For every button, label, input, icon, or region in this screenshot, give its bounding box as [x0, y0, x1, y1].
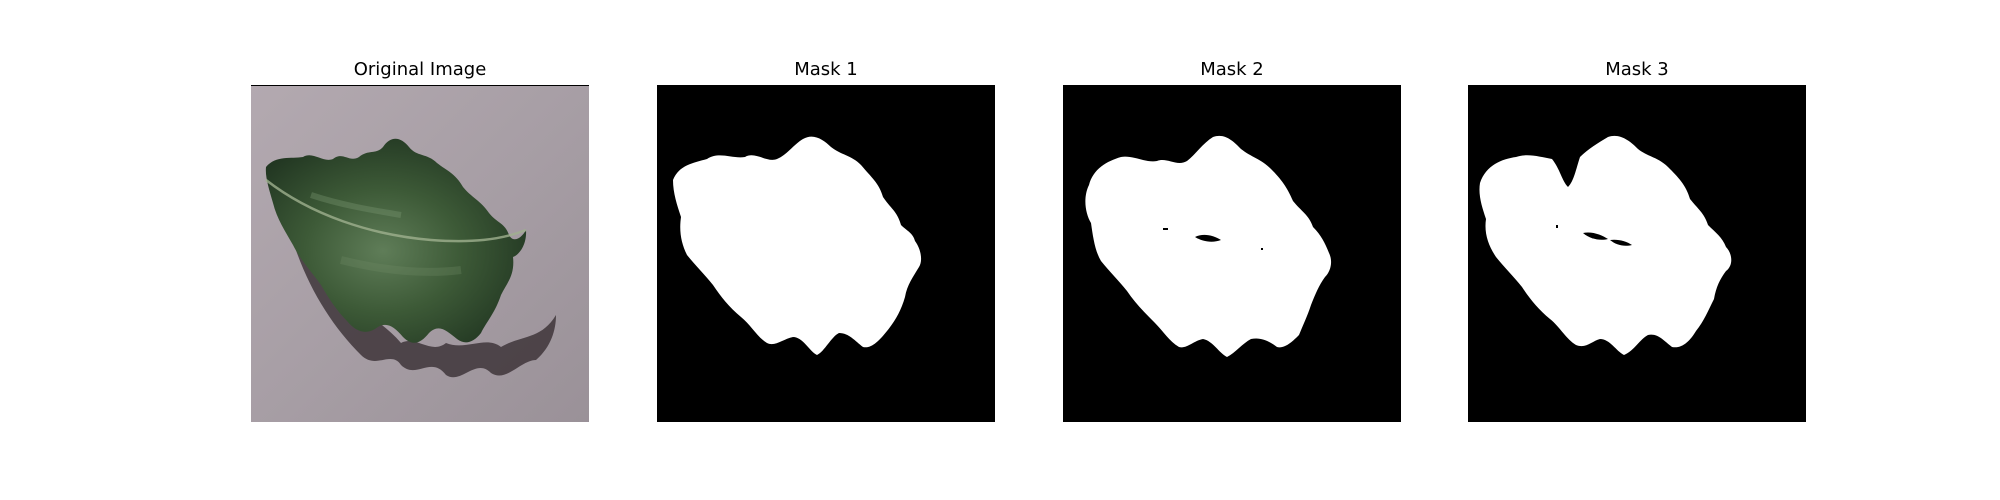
mask-3-image — [1468, 85, 1806, 422]
original-leaf-image — [251, 85, 589, 422]
panel-mask-3: Mask 3 — [1468, 0, 1806, 500]
panel-title: Mask 2 — [1200, 59, 1264, 80]
panel-mask-2: Mask 2 — [1063, 0, 1401, 500]
panel-title: Mask 3 — [1605, 59, 1669, 80]
panel-title: Original Image — [353, 59, 487, 80]
mask-2-image — [1063, 85, 1401, 422]
panel-mask-1: Mask 1 — [657, 0, 995, 500]
panel-title: Mask 1 — [794, 59, 858, 80]
panel-original-image: Original Image — [251, 0, 589, 500]
mask-1-image — [657, 85, 995, 422]
